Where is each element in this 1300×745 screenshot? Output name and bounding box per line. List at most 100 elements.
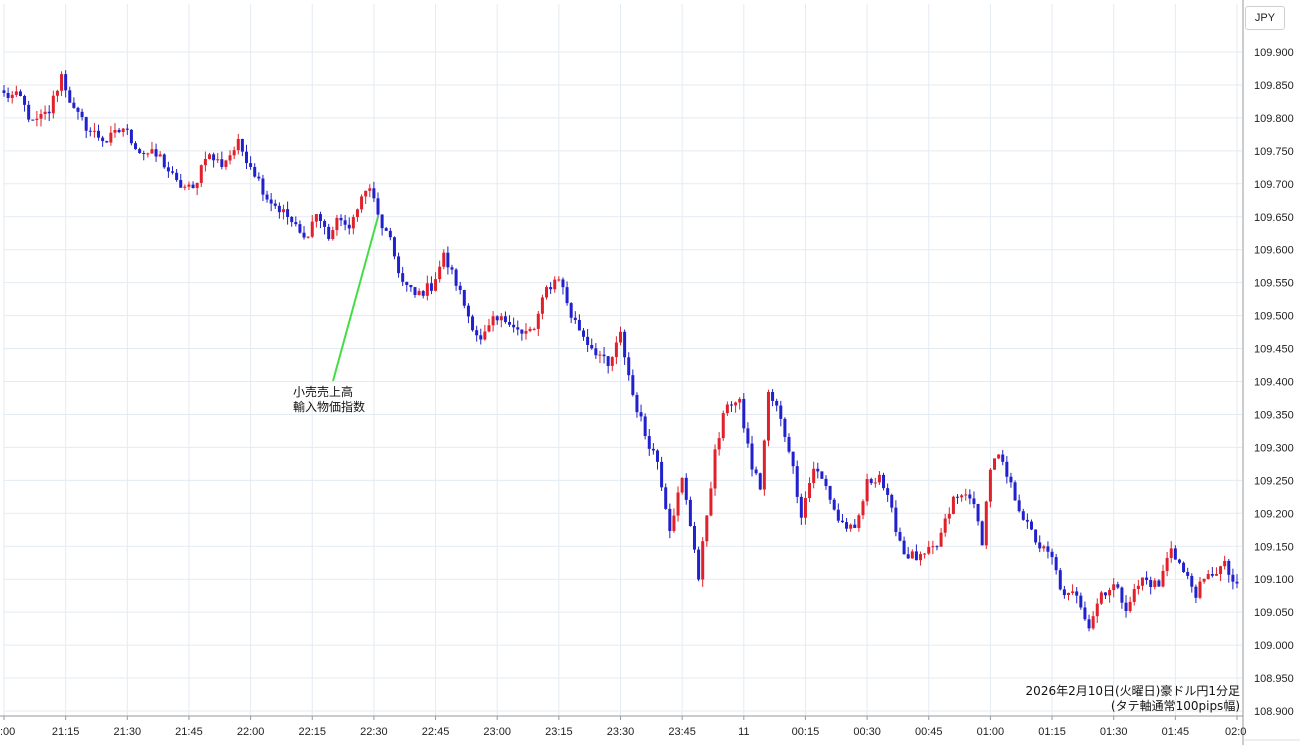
candle-body [60, 74, 64, 91]
candle-body [368, 188, 372, 191]
candle-body [1058, 570, 1062, 590]
candle-body [88, 130, 92, 132]
candle [972, 491, 976, 509]
candle-body [1087, 619, 1091, 629]
candle [253, 163, 257, 178]
candle [14, 85, 18, 98]
candle [968, 489, 972, 505]
candle-body [1231, 574, 1235, 582]
candle-body [1235, 581, 1239, 584]
candle [360, 194, 364, 213]
candle [553, 276, 557, 293]
candle [175, 168, 179, 182]
candle-body [1149, 580, 1153, 588]
candle [392, 236, 396, 260]
candle-body [64, 74, 68, 91]
candle [783, 417, 787, 442]
candle [495, 315, 499, 325]
candle-body [627, 357, 631, 376]
candle [60, 71, 64, 97]
candle-body [516, 327, 520, 330]
candle-body [462, 290, 466, 306]
x-tick-label: 01:45 [1162, 726, 1190, 738]
candle-body [1206, 574, 1210, 579]
candle [549, 282, 553, 294]
candle [828, 485, 832, 505]
candle-body [536, 313, 540, 329]
candle [1214, 567, 1218, 576]
candle [594, 343, 598, 359]
candle [849, 523, 853, 532]
candle [6, 87, 10, 103]
candle [639, 404, 643, 422]
candle-body [738, 398, 742, 403]
candle-body [228, 155, 232, 161]
candle [536, 310, 540, 337]
candle [409, 284, 413, 292]
candle-body [195, 182, 199, 189]
candle [1042, 544, 1046, 552]
candle-body [594, 348, 598, 356]
candle-body [914, 551, 918, 561]
candle [586, 329, 590, 353]
candle-body [725, 404, 729, 414]
candle [43, 105, 47, 120]
candle-body [1046, 546, 1050, 552]
candle [195, 182, 199, 196]
candle-body [906, 554, 910, 559]
candle-body [1009, 476, 1013, 483]
candle [816, 462, 820, 479]
candle-body [803, 497, 807, 518]
candle-body [380, 214, 384, 229]
candle [1087, 614, 1091, 632]
candle [598, 350, 602, 364]
candle [1165, 551, 1169, 577]
candle [162, 153, 166, 169]
candle [109, 126, 113, 146]
candle [134, 141, 138, 150]
candle [651, 443, 655, 455]
candle [746, 422, 750, 448]
candle [861, 499, 865, 520]
y-tick-label: 109.550 [1254, 278, 1294, 290]
candle-body [964, 494, 968, 496]
candle-body [882, 474, 886, 489]
candle-body [491, 316, 495, 326]
candle [808, 477, 812, 503]
candle [376, 192, 380, 220]
candle-body [281, 209, 285, 213]
candle [179, 173, 183, 188]
candle-body [664, 487, 668, 509]
candle [475, 325, 479, 342]
candle [1190, 573, 1194, 593]
candle-body [582, 330, 586, 337]
candle-body [105, 141, 109, 143]
candle [923, 553, 927, 559]
candle [931, 540, 935, 555]
candle-body [1054, 557, 1058, 571]
candle [286, 201, 290, 225]
candle [302, 226, 306, 240]
candle-body [1210, 574, 1214, 576]
candle [742, 393, 746, 433]
candle [857, 513, 861, 532]
currency-label[interactable]: JPY [1245, 6, 1285, 30]
candle-body [203, 158, 207, 166]
candle-body [750, 443, 754, 470]
candle [499, 312, 503, 328]
candle-body [947, 513, 951, 519]
candle [1140, 577, 1144, 591]
candle [627, 352, 631, 381]
candle [236, 133, 240, 155]
candle [466, 303, 470, 324]
candle-body [216, 159, 220, 161]
candle-body [351, 217, 355, 229]
candle-body [1194, 586, 1198, 598]
candle-body [405, 281, 409, 285]
candle-body [417, 291, 421, 295]
candle [1177, 558, 1181, 565]
candle [762, 439, 766, 496]
candle-body [434, 279, 438, 291]
candle-body [1219, 566, 1223, 575]
